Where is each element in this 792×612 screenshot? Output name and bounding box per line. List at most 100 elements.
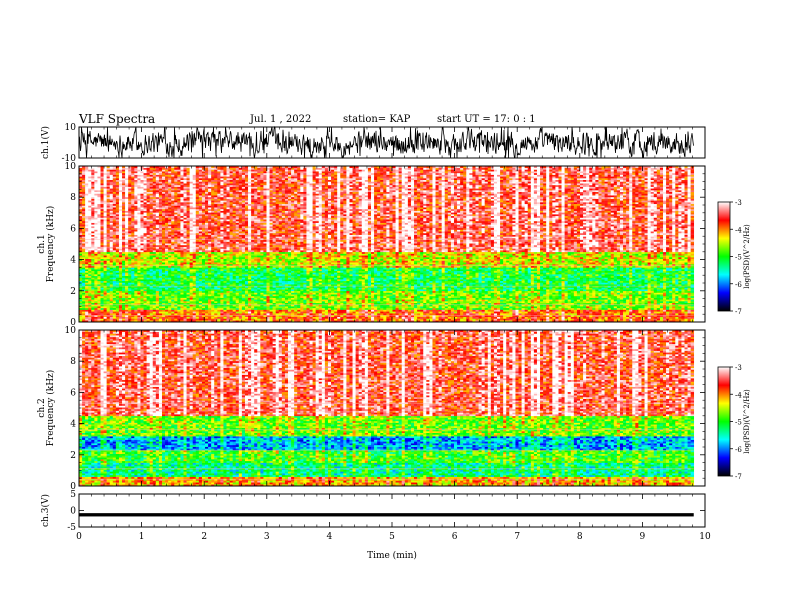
- spectrogram-cell: [122, 317, 125, 319]
- spectrogram-cell: [110, 310, 113, 312]
- spectrogram-cell: [119, 175, 122, 177]
- spectrogram-cell: [97, 205, 100, 207]
- spectrogram-cell: [122, 306, 125, 308]
- spectrogram-cell: [116, 180, 119, 182]
- spectrogram-cell: [119, 259, 122, 261]
- spectrogram-cell: [119, 252, 122, 254]
- spectrogram-cell: [107, 200, 110, 202]
- spectrogram-cell: [113, 193, 116, 195]
- spectrogram-cell: [97, 192, 100, 194]
- spectrogram-cell: [79, 223, 82, 225]
- spectrogram-cell: [119, 311, 122, 313]
- spectrogram-cell: [94, 262, 97, 264]
- spectrogram-cell: [110, 193, 113, 195]
- spectrogram-cell: [110, 205, 113, 207]
- spectrogram-cell: [116, 236, 119, 238]
- spectrogram-cell: [119, 317, 122, 319]
- spectrogram-cell: [110, 318, 113, 320]
- spectrogram-cell: [91, 296, 94, 298]
- spectrogram-cell: [116, 317, 119, 319]
- spectrogram-cell: [107, 235, 110, 237]
- spectrogram-cell: [88, 193, 91, 195]
- spectrogram-cell: [85, 296, 88, 298]
- spectrogram-cell: [107, 254, 110, 256]
- spectrogram-cell: [97, 248, 100, 250]
- spectrogram-cell: [113, 176, 116, 178]
- spectrogram-cell: [119, 318, 122, 320]
- spectrogram-cell: [107, 257, 110, 259]
- spectrogram-cell: [88, 317, 91, 319]
- spectrogram-cell: [88, 202, 91, 204]
- spectrogram-cell: [82, 193, 85, 195]
- spectrogram-cell: [116, 306, 119, 308]
- spectrogram-cell: [94, 175, 97, 177]
- spectrogram-cell: [113, 255, 116, 257]
- spectrogram-cell: [104, 311, 107, 313]
- spectrogram-cell: [94, 168, 97, 170]
- spectrogram-cell: [82, 262, 85, 264]
- spectrogram-cell: [82, 260, 85, 262]
- spectrogram-cell: [94, 231, 97, 233]
- spectrogram-cell: [104, 296, 107, 298]
- spectrogram-cell: [97, 313, 100, 315]
- spectrogram-cell: [101, 175, 104, 177]
- spectrogram-cell: [94, 188, 97, 190]
- spectrogram-cell: [110, 257, 113, 259]
- spectrogram-cell: [119, 168, 122, 170]
- spectrogram-cell: [110, 311, 113, 313]
- spectrogram-cell: [88, 185, 91, 187]
- spectrogram-cell: [85, 171, 88, 173]
- spectrogram-cell: [91, 254, 94, 256]
- spectrogram-cell: [94, 311, 97, 313]
- spectrogram-cell: [94, 245, 97, 247]
- spectrogram-cell: [94, 235, 97, 237]
- spectrogram-cell: [104, 260, 107, 262]
- spectrogram-cell: [79, 202, 82, 204]
- spectrogram-cell: [110, 296, 113, 298]
- spectrogram-cell: [97, 185, 100, 187]
- spectrogram-cell: [94, 197, 97, 199]
- spectrogram-cell: [110, 240, 113, 242]
- spectrogram-cell: [91, 317, 94, 319]
- spectrogram-cell: [119, 243, 122, 245]
- spectrogram-cell: [85, 257, 88, 259]
- spectrogram-cell: [91, 231, 94, 233]
- spectrogram-cell: [91, 202, 94, 204]
- spectrogram-cell: [116, 260, 119, 262]
- spectrogram-cell: [119, 188, 122, 190]
- spectrogram-cell: [97, 223, 100, 225]
- spectrogram-cell: [79, 209, 82, 211]
- spectrogram-cell: [79, 236, 82, 238]
- spectrogram-cell: [85, 214, 88, 216]
- spectrogram-cell: [104, 262, 107, 264]
- spectrogram-cell: [116, 202, 119, 204]
- spectrogram-cell: [104, 259, 107, 261]
- spectrogram-cell: [116, 197, 119, 199]
- spectrogram-cell: [113, 313, 116, 315]
- spectrogram-cell: [82, 248, 85, 250]
- spectrogram-cell: [119, 274, 122, 276]
- spectrogram-cell: [116, 254, 119, 256]
- spectrogram-cell: [85, 313, 88, 315]
- spectrogram-cell: [91, 180, 94, 182]
- spectrogram-cell: [104, 231, 107, 233]
- spectrogram-cell: [116, 262, 119, 264]
- spectrogram-cell: [113, 306, 116, 308]
- spectrogram-cell: [91, 200, 94, 202]
- spectrogram-cell: [91, 248, 94, 250]
- spectrogram-cell: [79, 260, 82, 262]
- spectrogram-cell: [85, 209, 88, 211]
- spectrogram-cell: [94, 205, 97, 207]
- spectrogram-cell: [113, 235, 116, 237]
- spectrogram-cell: [101, 248, 104, 250]
- spectrogram-cell: [85, 175, 88, 177]
- spectrogram-cell: [119, 310, 122, 312]
- spectrogram-cell: [85, 226, 88, 228]
- spectrogram-cell: [101, 211, 104, 213]
- spectrogram-cell: [116, 296, 119, 298]
- spectrogram-cell: [85, 202, 88, 204]
- spectrogram-cell: [94, 317, 97, 319]
- spectrogram-cell: [113, 311, 116, 313]
- spectrogram-cell: [94, 236, 97, 238]
- spectrogram-cell: [97, 180, 100, 182]
